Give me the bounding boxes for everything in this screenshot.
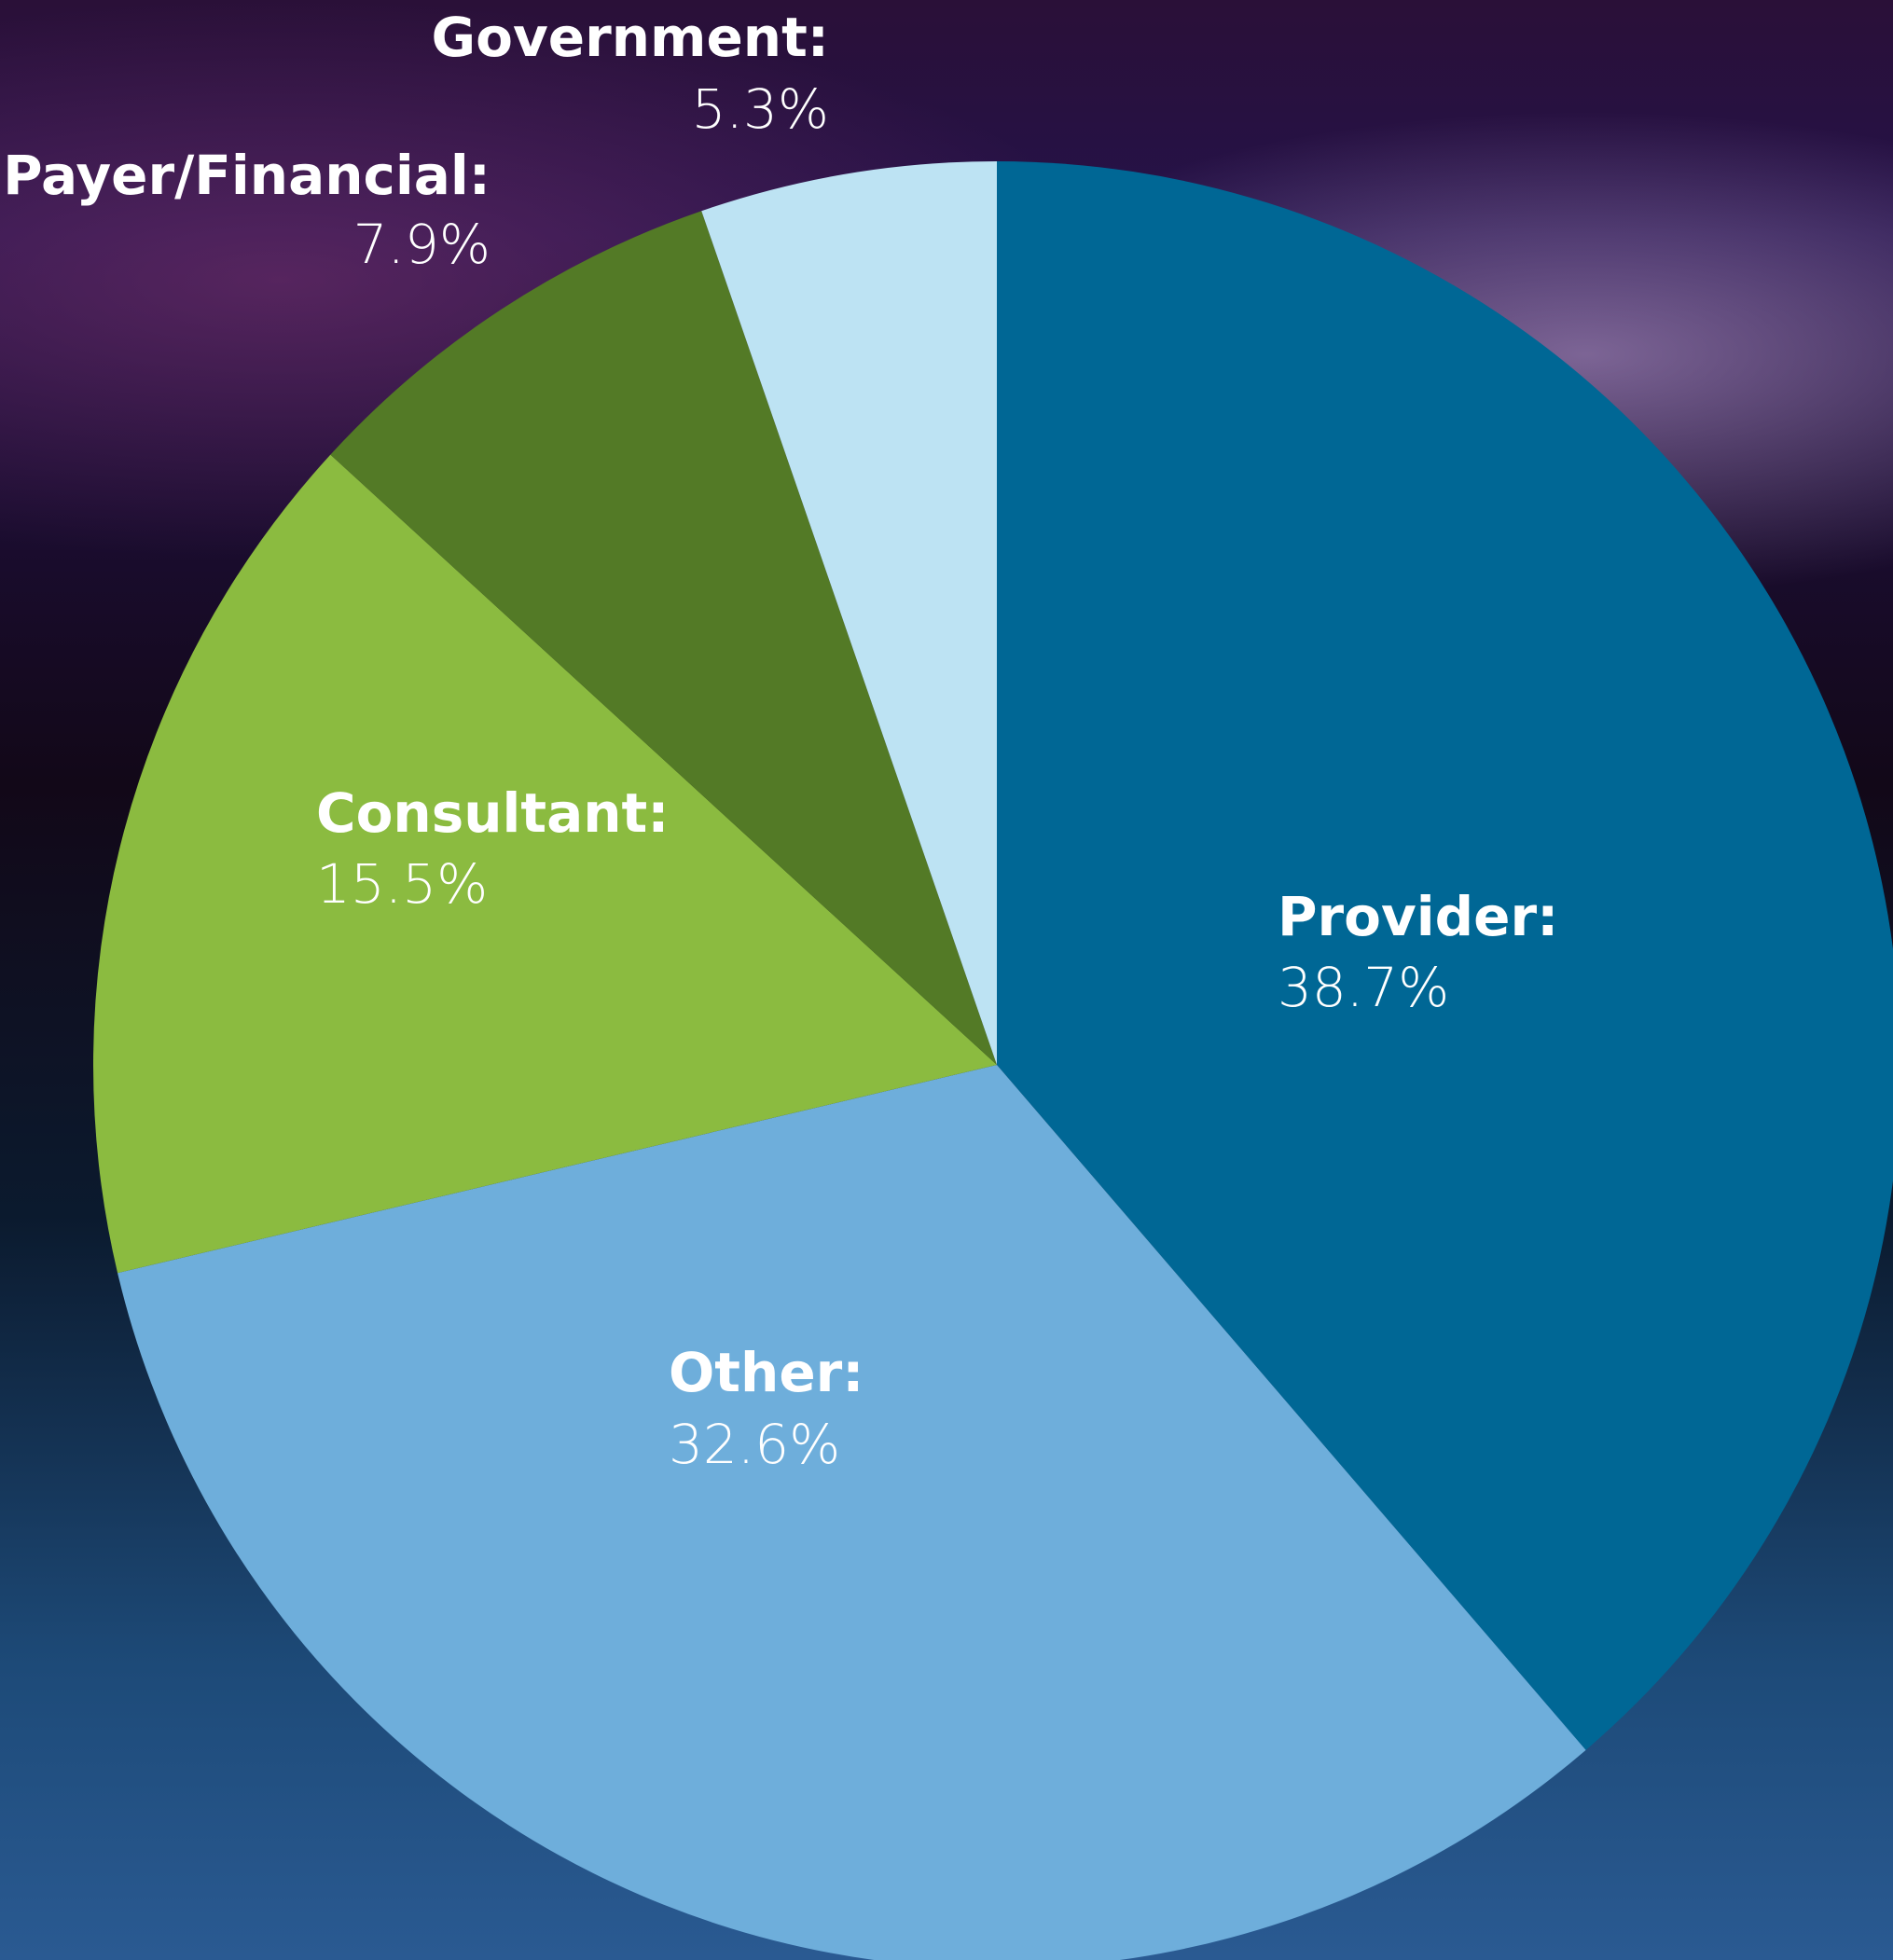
- slice-name: Payer/Financial:: [3, 144, 491, 207]
- value-label: 32.6%: [669, 1413, 840, 1476]
- pie: [93, 161, 1893, 1960]
- value-label: 5.3%: [692, 77, 829, 141]
- chart: Provider: 38.7% Other: 32.6% Consultant:…: [0, 0, 1893, 1960]
- value-label: 7.9%: [353, 213, 491, 276]
- value-label: 15.5%: [316, 852, 488, 916]
- value-label: 38.7%: [1278, 956, 1449, 1019]
- slice-name: Consultant:: [316, 781, 669, 845]
- slice-name: Other:: [669, 1341, 864, 1404]
- background: Provider: 38.7% Other: 32.6% Consultant:…: [0, 0, 1893, 1960]
- slice-name: Government:: [432, 6, 829, 69]
- slice-name: Provider:: [1278, 885, 1558, 948]
